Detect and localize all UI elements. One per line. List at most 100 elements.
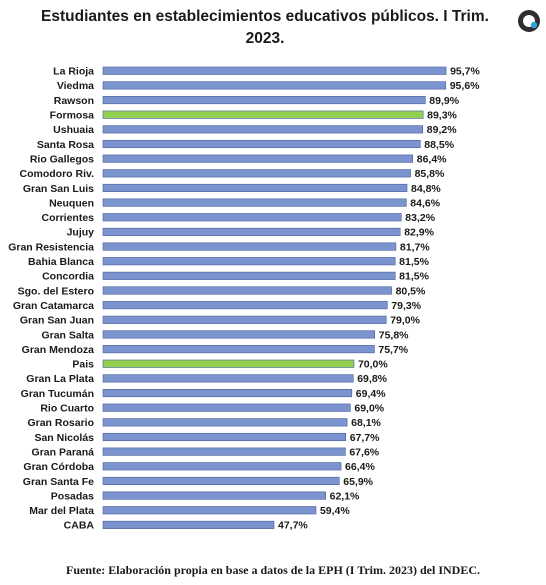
category-label: Gran Mendoza xyxy=(22,344,95,356)
category-label: Mar del Plata xyxy=(29,505,94,517)
bar xyxy=(102,403,351,412)
category-label: Rio Cuarto xyxy=(40,403,94,415)
category-label: Concordia xyxy=(42,271,94,283)
category-label: Gran Rosario xyxy=(27,417,94,429)
category-label: Formosa xyxy=(50,110,95,122)
value-label: 86,4% xyxy=(417,153,447,165)
bar xyxy=(102,506,317,515)
value-label: 69,0% xyxy=(354,403,384,415)
value-label: 79,3% xyxy=(391,300,421,312)
value-label: 84,8% xyxy=(411,183,441,195)
category-label: Comodoro Riv. xyxy=(20,168,95,180)
category-label: Gran Catamarca xyxy=(13,300,94,312)
value-label: 82,9% xyxy=(404,227,434,239)
bar xyxy=(102,81,447,90)
bar xyxy=(102,271,396,280)
category-label: Rawson xyxy=(54,95,94,107)
category-label: Rio Gallegos xyxy=(30,153,94,165)
category-label: Gran Paraná xyxy=(32,446,95,458)
bar xyxy=(102,227,401,236)
bar xyxy=(102,359,355,368)
category-label: Gran Santa Fe xyxy=(23,476,94,488)
category-label: Bahia Blanca xyxy=(28,256,94,268)
bar xyxy=(102,462,342,471)
value-label: 67,7% xyxy=(350,432,380,444)
bar xyxy=(102,418,348,427)
category-label: Jujuy xyxy=(67,227,95,239)
bar xyxy=(102,491,326,500)
value-label: 68,1% xyxy=(351,417,381,429)
bar xyxy=(102,242,397,251)
circle-logo-icon xyxy=(518,10,540,32)
category-label: Santa Rosa xyxy=(37,139,94,151)
value-label: 95,7% xyxy=(450,66,480,78)
category-label: Corrientes xyxy=(41,212,94,224)
value-label: 69,8% xyxy=(357,373,387,385)
value-label: 81,5% xyxy=(399,256,429,268)
bar xyxy=(102,257,396,266)
bar xyxy=(102,154,414,163)
bar xyxy=(102,374,354,383)
category-label: Ushuaia xyxy=(53,124,94,136)
value-label: 66,4% xyxy=(345,461,375,473)
category-label: Posadas xyxy=(51,490,94,502)
bar xyxy=(102,286,392,295)
value-label: 89,3% xyxy=(427,110,457,122)
value-label: 69,4% xyxy=(356,388,386,400)
bar xyxy=(102,520,275,529)
bar xyxy=(102,388,353,398)
chart-title: Estudiantes en establecimientos educativ… xyxy=(41,8,489,47)
value-label: 80,5% xyxy=(396,285,426,297)
bar xyxy=(102,110,424,119)
bar xyxy=(102,169,411,178)
value-label: 75,8% xyxy=(379,329,409,341)
category-label: Pais xyxy=(72,359,94,371)
bar xyxy=(102,66,447,75)
bar-chart: La Rioja 95,7% Viedma 95,6% Rawson 89,9% Formo… xyxy=(8,66,480,532)
value-label: 75,7% xyxy=(378,344,408,356)
value-label: 83,2% xyxy=(405,212,435,224)
value-label: 67,6% xyxy=(349,446,379,458)
value-label: 85,8% xyxy=(415,168,445,180)
category-label: Gran San Luis xyxy=(23,183,94,195)
value-label: 47,7% xyxy=(278,520,308,532)
category-label: Gran Tucumán xyxy=(21,388,94,400)
bar xyxy=(102,432,347,442)
value-label: 59,4% xyxy=(320,505,350,517)
value-label: 88,5% xyxy=(424,139,454,151)
category-label: Gran Resistencia xyxy=(8,241,94,253)
category-label: Sgo. del Estero xyxy=(18,285,94,297)
bar xyxy=(102,345,375,354)
value-label: 62,1% xyxy=(330,490,360,502)
bar xyxy=(102,183,408,192)
value-label: 81,5% xyxy=(399,271,429,283)
category-label: Neuquen xyxy=(49,197,94,209)
category-label: Gran San Juan xyxy=(20,315,94,327)
bar xyxy=(102,139,421,149)
bar xyxy=(102,96,426,105)
bar xyxy=(102,125,424,134)
value-label: 81,7% xyxy=(400,241,430,253)
category-label: Viedma xyxy=(57,80,94,92)
bar xyxy=(102,301,388,310)
bar xyxy=(102,476,340,486)
value-label: 89,2% xyxy=(427,124,457,136)
bar xyxy=(102,447,346,456)
value-label: 79,0% xyxy=(390,315,420,327)
category-label: Gran La Plata xyxy=(26,373,94,385)
source-note: Fuente: Elaboración propia en base a dat… xyxy=(65,563,481,577)
value-label: 65,9% xyxy=(343,476,373,488)
bar xyxy=(102,330,376,339)
category-label: Gran Córdoba xyxy=(23,461,94,473)
value-label: 89,9% xyxy=(429,95,459,107)
value-label: 95,6% xyxy=(450,80,480,92)
category-label: CABA xyxy=(64,520,95,532)
bar xyxy=(102,198,407,207)
bar xyxy=(102,213,402,222)
category-label: La Rioja xyxy=(53,66,94,78)
value-label: 84,6% xyxy=(410,197,440,209)
bar xyxy=(102,315,387,324)
category-label: Gran Salta xyxy=(41,329,94,341)
category-label: San Nicolás xyxy=(34,432,94,444)
value-label: 70,0% xyxy=(358,359,388,371)
